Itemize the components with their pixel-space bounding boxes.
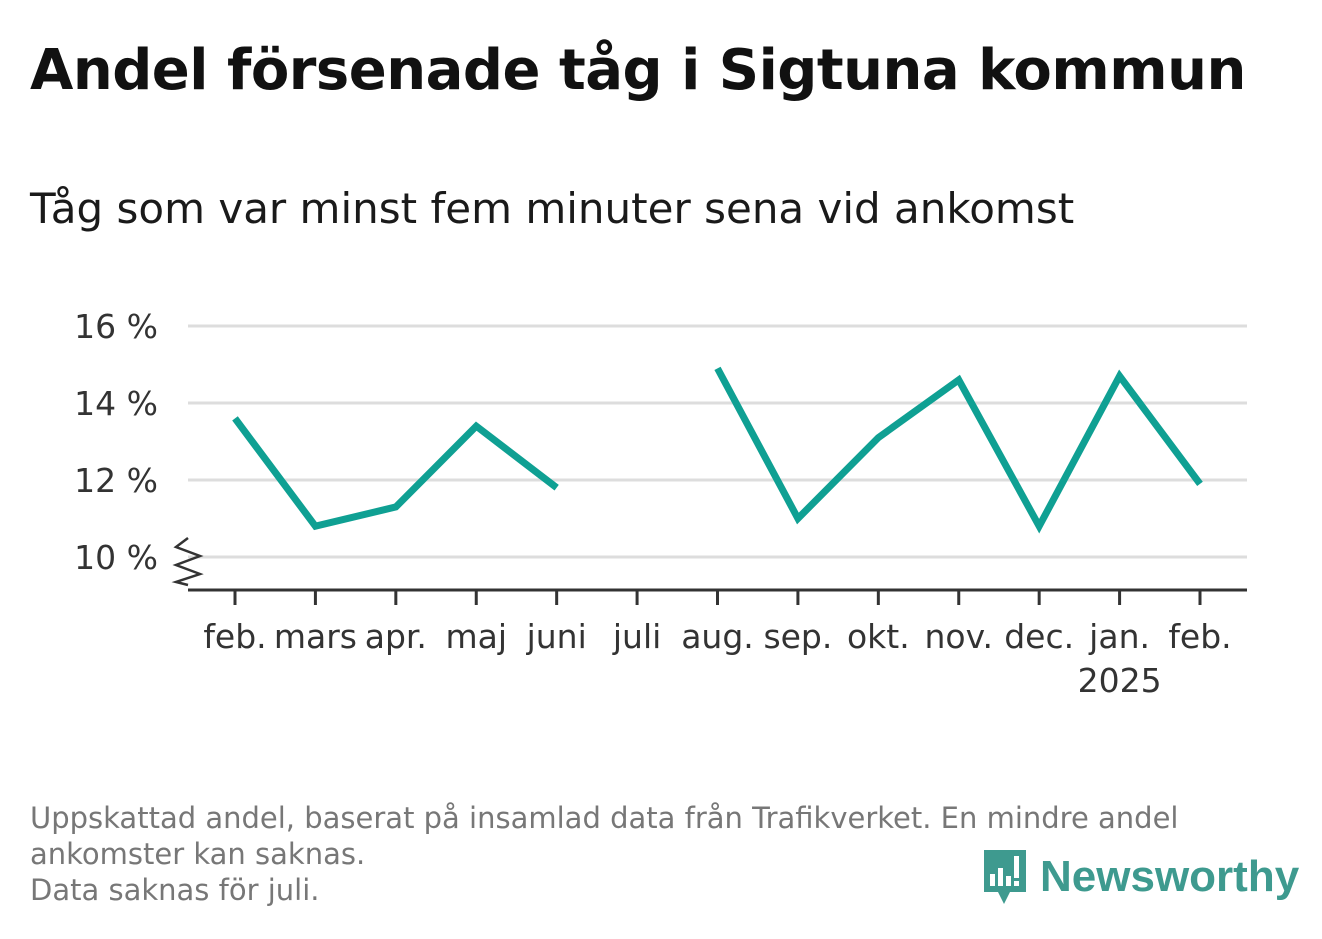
x-year-label: 2025 [1078,661,1162,700]
x-tick-label: feb. [1168,617,1231,656]
axis-break-icon [171,537,204,587]
brand-name: Newsworthy [1040,852,1300,901]
y-tick-label: 12 % [74,461,158,500]
footnote-line-2: Data saknas för juli. [30,873,320,907]
footnote-line-1: Uppskattad andel, baserat på insamlad da… [30,801,1179,871]
x-tick-label: sep. [763,617,832,656]
x-tick-label: nov. [924,617,993,656]
x-tick-label: apr. [365,617,427,656]
x-tick-label: dec. [1004,617,1074,656]
x-tick-label: juni [526,617,587,656]
x-tick-label: feb. [203,617,266,656]
x-tick-label: maj [445,617,507,656]
chart-title: Andel försenade tåg i Sigtuna kommun [30,38,1246,103]
x-tick-label: juli [612,617,661,656]
footnote: Uppskattad andel, baserat på insamlad da… [30,800,1270,908]
x-tick-label: mars [274,617,357,656]
y-tick-label: 10 % [74,538,158,577]
x-tick-label: aug. [681,617,754,656]
x-tick-label: okt. [847,617,910,656]
y-tick-label: 14 % [74,384,158,423]
bar-chart-speech-bubble-icon [984,850,1026,904]
y-tick-label: 16 % [74,307,158,346]
x-tick-label: jan. [1088,617,1150,656]
chart-subtitle: Tåg som var minst fem minuter sena vid a… [30,184,1075,233]
series-line [714,366,1203,534]
brand-logo: Newsworthy [980,848,1299,906]
line-chart: 10 %12 %14 %16 %feb. mars apr. maj juni juli a… [74,307,1247,700]
series-line [232,416,559,531]
